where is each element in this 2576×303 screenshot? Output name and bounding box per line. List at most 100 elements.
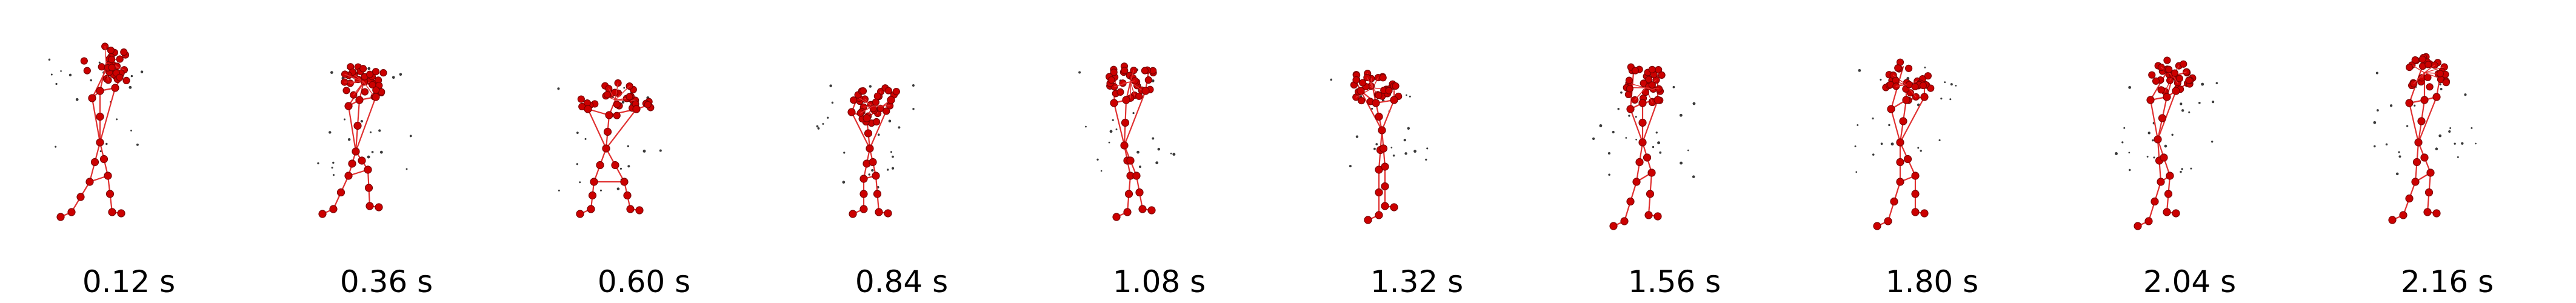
motion-trace-point: [642, 149, 646, 153]
motion-trace-point: [332, 161, 335, 164]
motion-trace-point: [2449, 127, 2452, 129]
motion-trace-point: [1404, 152, 1407, 155]
right-hand-marker: [1927, 84, 1935, 92]
motion-trace-point: [1170, 152, 1172, 155]
right-hand-marker: [2185, 76, 2193, 84]
motion-trace-point: [1917, 147, 1920, 149]
right-ankle-joint: [1911, 208, 1920, 216]
right-ankle-joint: [2423, 208, 2432, 216]
head-marker: [1626, 85, 1633, 93]
left-hand-marker: [359, 65, 367, 73]
motion-trace-point: [1924, 66, 1926, 68]
right-shoulder-joint: [1390, 96, 1398, 104]
skeleton-bone: [2424, 66, 2445, 73]
left-shoulder-joint: [584, 105, 592, 113]
motion-trace-point: [827, 116, 829, 119]
head-marker: [2180, 60, 2187, 68]
left-shoulder-joint: [2405, 99, 2414, 107]
motion-trace-point: [1599, 124, 1603, 127]
pelvis-joint: [352, 147, 360, 156]
motion-trace-point: [1355, 135, 1359, 138]
skeleton-pose-4: [816, 84, 915, 218]
right-ankle-joint: [626, 205, 635, 213]
motion-trace-point: [1672, 85, 1675, 88]
head-marker: [1648, 81, 1656, 89]
right-thigh-joint: [358, 156, 366, 165]
left-hand-marker: [2171, 69, 2179, 77]
right-shoulder-joint: [372, 93, 380, 101]
right-hand-marker: [1392, 82, 1400, 90]
motion-trace-point: [1413, 150, 1416, 153]
head-marker: [2406, 64, 2414, 72]
left-foot-joint: [576, 210, 584, 218]
right-thigh-joint: [1379, 144, 1388, 153]
skeleton-bone: [1628, 82, 1646, 88]
motion-trace-point: [1139, 165, 1141, 168]
motion-trace-point: [623, 87, 626, 89]
skeleton-bone: [91, 68, 107, 99]
motion-trace-point: [136, 143, 139, 146]
motion-trace-point: [868, 173, 870, 176]
motion-trace-point: [816, 125, 819, 128]
pelvis-joint: [2154, 135, 2162, 144]
motion-trace-point: [2123, 127, 2126, 129]
time-label-10: 2.16 s: [2400, 264, 2494, 299]
skeleton-bone: [1641, 99, 1659, 144]
left-hand-marker: [1107, 76, 1115, 84]
motion-trace-point: [1349, 165, 1352, 168]
left-foot-joint: [2134, 222, 2142, 230]
right-hand-marker: [1924, 72, 1932, 80]
motion-trace-point: [90, 79, 92, 82]
head-marker: [1644, 76, 1653, 84]
spine-joint: [1121, 118, 1130, 127]
skeleton-pose-10: [2373, 53, 2477, 224]
motion-trace-point: [50, 73, 53, 76]
motion-trace-point: [888, 119, 892, 123]
right-knee-joint: [2426, 168, 2435, 177]
skeleton-bone: [1366, 77, 1373, 88]
pelvis-joint: [1896, 138, 1904, 147]
motion-trace-point: [360, 119, 364, 123]
motion-trace-point: [367, 155, 370, 159]
time-label-5: 1.08 s: [1112, 264, 1206, 299]
motion-trace-point: [2385, 143, 2388, 146]
right-shin-joint: [1381, 182, 1389, 191]
left-shin-joint: [2151, 197, 2159, 206]
left-hand-marker: [577, 95, 585, 103]
motion-trace-point: [1425, 158, 1427, 161]
spine-joint: [96, 112, 104, 121]
left-hand-marker: [850, 96, 858, 104]
right-foot-joint: [884, 209, 892, 218]
right-shoulder-joint: [887, 96, 895, 104]
head-marker: [361, 88, 369, 96]
motion-trace-point: [2152, 139, 2154, 142]
motion-trace-point: [48, 58, 51, 61]
right-hand-marker: [1919, 81, 1927, 90]
right-thigh-joint: [611, 161, 619, 170]
motion-trace-point: [584, 138, 587, 140]
right-shin-joint: [105, 190, 115, 198]
motion-trace-point: [1132, 112, 1135, 115]
motion-trace-point: [1857, 124, 1859, 126]
chest-joint: [605, 111, 613, 119]
skeleton-bone: [1130, 81, 1135, 96]
left-thigh-joint: [596, 161, 604, 170]
skeleton-bone: [1892, 75, 1907, 85]
left-knee-joint: [2157, 178, 2165, 186]
motion-trace-point: [347, 138, 351, 141]
right-foot-joint: [2432, 209, 2441, 218]
head-marker: [872, 98, 880, 106]
motion-trace-point: [2181, 109, 2184, 112]
right-ankle-joint: [365, 202, 374, 210]
skeleton-bone: [99, 87, 116, 144]
head-marker: [342, 87, 350, 95]
skeleton-bone: [1130, 80, 1136, 82]
right-thigh-joint: [2420, 153, 2429, 162]
motion-trace-point: [912, 84, 915, 87]
right-hand-marker: [892, 87, 900, 96]
right-shin-joint: [2424, 188, 2434, 197]
motion-trace-point: [1373, 147, 1376, 150]
skeleton-bone: [615, 85, 630, 101]
skeleton-bone: [1113, 81, 1131, 87]
motion-trace-point: [378, 129, 381, 132]
